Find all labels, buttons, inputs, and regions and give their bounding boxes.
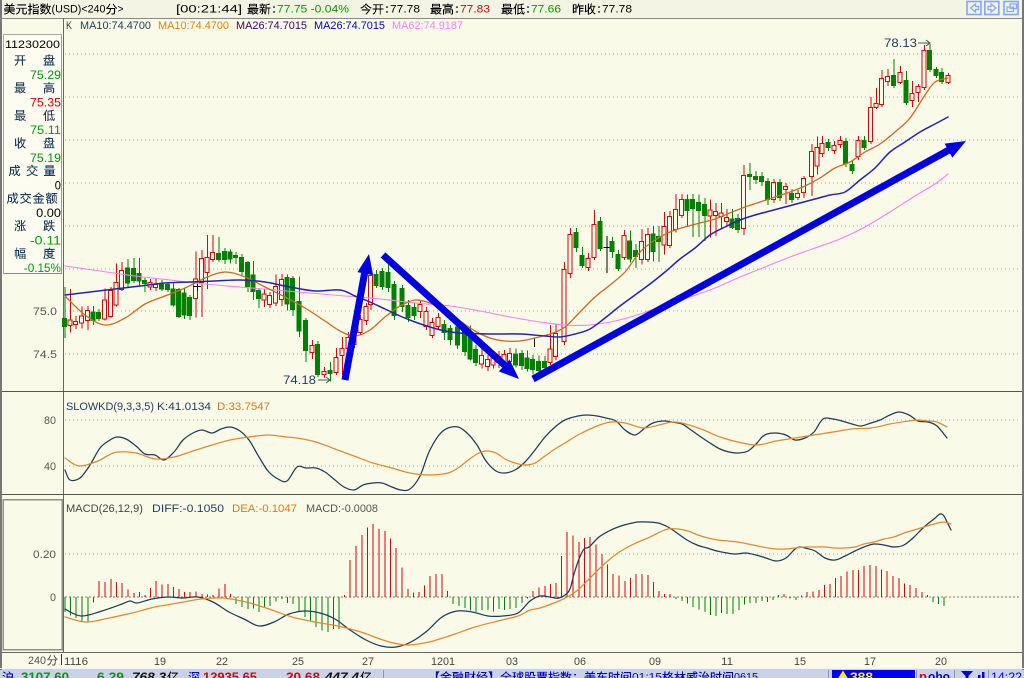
svg-text:DEA:-0.1047: DEA:-0.1047 [232, 503, 297, 515]
svg-text:K:41.0134: K:41.0134 [157, 401, 211, 413]
svg-text:12935.65: 12935.65 [203, 670, 257, 678]
svg-text::: : [525, 4, 531, 16]
svg-text:25: 25 [292, 656, 304, 668]
svg-text:09: 09 [649, 656, 661, 668]
svg-text:3107.60: 3107.60 [21, 670, 69, 678]
svg-text:20: 20 [935, 656, 947, 668]
svg-text:06: 06 [574, 656, 586, 668]
svg-text:22: 22 [216, 656, 228, 668]
svg-text:MA26:74.7015: MA26:74.7015 [314, 20, 385, 32]
svg-text:p: p [919, 669, 927, 678]
svg-text:0.00: 0.00 [36, 208, 61, 220]
svg-text:MA10:74.4700: MA10:74.4700 [158, 20, 229, 32]
svg-text:40: 40 [44, 461, 56, 473]
svg-text:77.78: 77.78 [602, 4, 632, 16]
svg-text:6.29: 6.29 [97, 670, 124, 678]
svg-text:0615: 0615 [734, 672, 758, 678]
svg-text:17: 17 [864, 656, 876, 668]
svg-text:0: 0 [55, 180, 61, 192]
svg-text::: : [384, 4, 390, 16]
svg-text:>: > [118, 4, 124, 16]
svg-text:77.66: 77.66 [531, 4, 561, 16]
svg-text:(USD)<240: (USD)<240 [52, 4, 106, 16]
svg-text:01:15: 01:15 [632, 672, 662, 678]
svg-text:DIFF:-0.1050: DIFF:-0.1050 [152, 503, 224, 515]
svg-text:D:33.7547: D:33.7547 [217, 401, 270, 413]
svg-text:1201: 1201 [431, 656, 455, 668]
svg-text:03: 03 [506, 656, 518, 668]
svg-text:74.18: 74.18 [283, 373, 316, 387]
svg-text:[00:21:44]: [00:21:44] [176, 4, 242, 16]
svg-text:388: 388 [850, 670, 873, 678]
svg-text:14:22: 14:22 [991, 670, 1022, 678]
svg-text:11: 11 [721, 656, 733, 668]
svg-text:0: 0 [50, 592, 56, 604]
svg-text:240: 240 [28, 655, 46, 667]
svg-text:MA10:74.4700: MA10:74.4700 [80, 20, 151, 32]
svg-text:75.0: 75.0 [33, 306, 57, 318]
svg-text:77.83: 77.83 [460, 4, 490, 16]
svg-text:768.3: 768.3 [132, 670, 166, 678]
svg-text:75.19: 75.19 [30, 153, 61, 165]
svg-text:SLOWKD(9,3,3,5): SLOWKD(9,3,3,5) [66, 401, 154, 413]
svg-text:MA26:74.7015: MA26:74.7015 [236, 20, 307, 32]
svg-text:15: 15 [794, 656, 806, 668]
svg-text:77.78: 77.78 [390, 4, 420, 16]
svg-text:K: K [66, 20, 73, 32]
svg-text:447.4: 447.4 [324, 670, 359, 678]
svg-text:19: 19 [154, 656, 166, 668]
svg-text:MACD(26,12,9): MACD(26,12,9) [66, 503, 143, 515]
svg-text::: : [596, 4, 602, 16]
svg-text:75.11: 75.11 [30, 125, 61, 137]
svg-text:-0.15%: -0.15% [24, 263, 61, 275]
svg-text:27: 27 [362, 656, 374, 668]
svg-text:obo: obo [928, 669, 950, 678]
svg-text:75.29: 75.29 [30, 70, 61, 82]
svg-text:1116: 1116 [64, 656, 88, 668]
svg-text:20.68: 20.68 [286, 670, 320, 678]
svg-text:80: 80 [44, 415, 56, 427]
svg-text:78.13: 78.13 [884, 36, 917, 50]
svg-text:MACD:-0.0008: MACD:-0.0008 [306, 503, 378, 515]
svg-text:75.35: 75.35 [30, 98, 61, 110]
svg-text:11230200: 11230200 [5, 39, 60, 51]
svg-text::: : [454, 4, 460, 16]
svg-text:-0.11: -0.11 [30, 236, 61, 248]
svg-text:0.20: 0.20 [33, 549, 56, 561]
svg-text:MA62:74.9187: MA62:74.9187 [392, 20, 463, 32]
svg-text::: : [271, 4, 277, 16]
svg-text:74.5: 74.5 [33, 349, 57, 361]
svg-text:77.75 -0.04%: 77.75 -0.04% [277, 4, 349, 16]
